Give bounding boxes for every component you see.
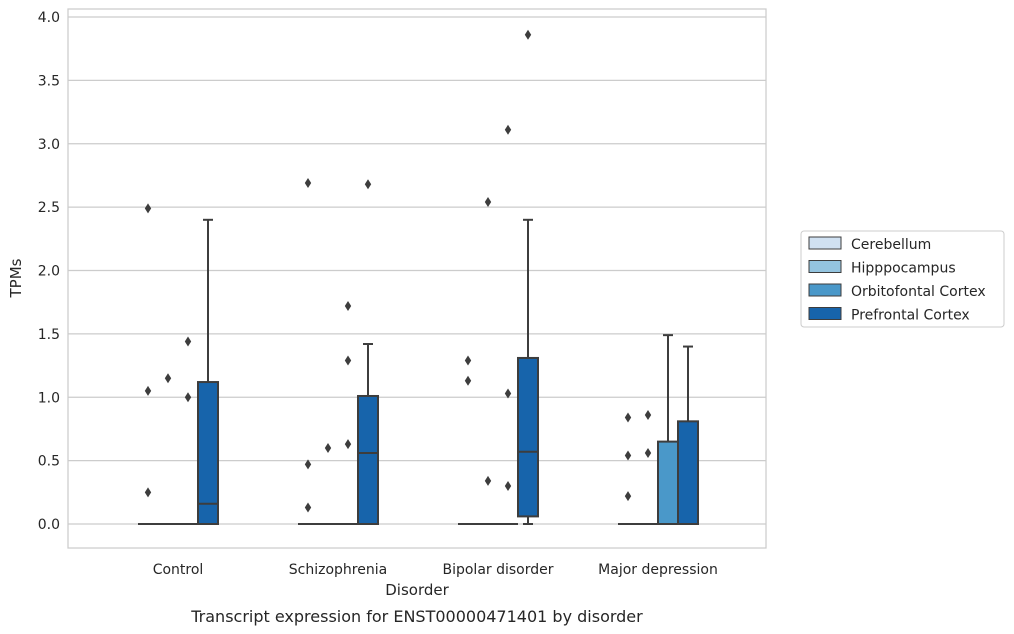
box-prefrontal-cortex xyxy=(357,179,379,526)
box-hipppocampus xyxy=(478,197,498,525)
x-tick-label: Major depression xyxy=(598,562,718,578)
box-body xyxy=(657,440,679,525)
box-body xyxy=(197,381,219,526)
x-axis-label: Disorder xyxy=(385,581,449,599)
y-axis-label: TPMs xyxy=(7,258,25,298)
box-body xyxy=(677,420,699,525)
outlier-point xyxy=(624,491,632,502)
outlier-point xyxy=(304,178,312,189)
x-tick-label: Schizophrenia xyxy=(289,562,387,578)
outlier-point xyxy=(344,300,352,311)
box-orbitofontal-cortex xyxy=(338,300,358,525)
legend-swatch xyxy=(808,307,842,320)
y-tick-label: 1.0 xyxy=(38,390,60,406)
box-cerebellum xyxy=(458,355,478,525)
outlier-point xyxy=(144,385,152,396)
x-tick-label: Bipolar disorder xyxy=(442,562,553,578)
box-hipppocampus xyxy=(638,409,658,525)
box-prefrontal-cortex xyxy=(677,345,699,525)
y-tick-label: 0.0 xyxy=(38,517,60,533)
legend-swatch xyxy=(808,236,842,250)
outlier-point xyxy=(484,197,492,208)
y-tick-label: 4.0 xyxy=(38,10,60,26)
x-tick-labels: Control Schizophrenia Bipolar disorder Majo… xyxy=(153,562,718,578)
y-tick-label: 3.0 xyxy=(38,137,60,153)
outlier-point xyxy=(344,355,352,366)
box-cerebellum xyxy=(618,412,638,525)
legend-swatch xyxy=(808,260,842,273)
box-cerebellum xyxy=(138,203,158,525)
outlier-point xyxy=(324,442,332,453)
box-prefrontal-cortex xyxy=(197,218,219,526)
outlier-point xyxy=(624,450,632,461)
box-orbitofontal-cortex xyxy=(498,124,518,525)
y-tick-label: 2.5 xyxy=(38,200,60,216)
outlier-point xyxy=(504,388,512,399)
outlier-point xyxy=(304,502,312,513)
box-hipppocampus xyxy=(158,373,178,525)
chart-caption: Transcript expression for ENST0000047140… xyxy=(190,607,643,626)
outlier-point xyxy=(504,124,512,135)
legend-label: Orbitofontal Cortex xyxy=(851,284,986,300)
outlier-point xyxy=(644,409,652,420)
outlier-point xyxy=(344,439,352,450)
legend: Cerebellum Hipppocampus Orbitofontal Corte… xyxy=(800,230,1005,328)
box-cerebellum xyxy=(298,178,318,525)
outlier-point xyxy=(184,392,192,403)
outlier-point xyxy=(304,459,312,470)
y-tick-label: 3.5 xyxy=(38,73,60,89)
outlier-point xyxy=(624,412,632,423)
outlier-point xyxy=(184,336,192,347)
outlier-point xyxy=(364,179,372,190)
box-prefrontal-cortex xyxy=(517,29,539,525)
outlier-point xyxy=(164,373,172,384)
legend-label: Prefrontal Cortex xyxy=(851,308,970,324)
x-tick-label: Control xyxy=(153,562,204,578)
legend-frame xyxy=(800,230,1005,328)
box-orbitofontal-cortex xyxy=(178,336,198,525)
outlier-point xyxy=(524,29,532,40)
box-groups xyxy=(138,29,699,526)
plot-frame xyxy=(67,8,767,549)
y-tick-label: 0.5 xyxy=(38,454,60,470)
box-body xyxy=(357,394,379,526)
box-hipppocampus xyxy=(318,442,338,525)
outlier-point xyxy=(464,375,472,386)
outlier-point xyxy=(644,448,652,459)
outlier-point xyxy=(144,203,152,214)
y-tick-label: 2.0 xyxy=(38,264,60,280)
outlier-point xyxy=(144,487,152,498)
legend-swatch xyxy=(808,283,842,297)
y-tick-labels: 0.0 0.5 1.0 1.5 2.0 2.5 3.0 3.5 4.0 xyxy=(38,10,60,533)
y-tick-label: 1.5 xyxy=(38,327,60,343)
outlier-point xyxy=(484,475,492,486)
legend-label: Cerebellum xyxy=(851,237,931,253)
outlier-point xyxy=(464,355,472,366)
legend-label: Hipppocampus xyxy=(851,261,956,277)
box-body xyxy=(517,356,539,518)
outlier-point xyxy=(504,480,512,491)
plot-background xyxy=(68,9,766,548)
